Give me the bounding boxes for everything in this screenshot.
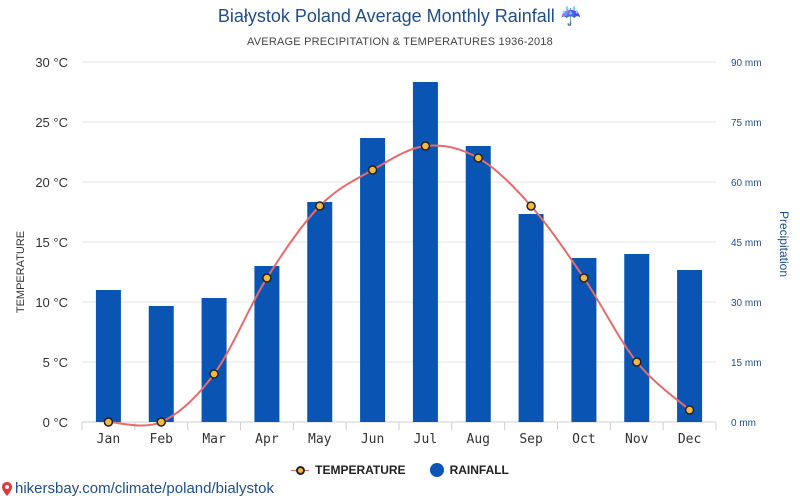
y-right-tick-label: 45 mm xyxy=(731,238,762,249)
y-right-tick-label: 75 mm xyxy=(731,118,762,129)
x-tick-label: May xyxy=(308,432,332,447)
chart-subtitle: AVERAGE PRECIPITATION & TEMPERATURES 193… xyxy=(247,36,553,48)
x-tick-label: Jun xyxy=(361,432,384,447)
rainfall-bar xyxy=(148,306,174,422)
y-left-axis-label: TEMPERATURE xyxy=(15,231,27,313)
map-pin-icon xyxy=(2,481,12,496)
y-right-tick-label: 0 mm xyxy=(731,418,756,429)
temperature-point xyxy=(156,417,166,427)
y-left-tick-label: 10 °C xyxy=(35,295,68,310)
rainfall-bar xyxy=(571,258,597,422)
x-tick-label: Jan xyxy=(97,432,120,447)
rainfall-bar xyxy=(465,146,491,422)
x-tick-label: Oct xyxy=(572,432,595,447)
legend-label-rainfall: RAINFALL xyxy=(449,463,509,477)
temperature-point xyxy=(103,417,114,427)
rainfall-bar xyxy=(95,290,121,422)
x-tick-label: Aug xyxy=(467,432,490,447)
temperature-point xyxy=(473,153,483,163)
legend-label-temperature: TEMPERATURE xyxy=(315,463,406,477)
rainfall-bar xyxy=(360,138,386,422)
rainfall-bar xyxy=(412,82,438,422)
y-right-tick-label: 15 mm xyxy=(731,358,762,369)
chart-title: Białystok Poland Average Monthly Rainfal… xyxy=(217,6,583,26)
y-left-tick-label: 30 °C xyxy=(35,55,68,70)
x-tick-label: Jul xyxy=(414,432,437,447)
temperature-point xyxy=(420,141,431,151)
y-left-tick-label: 20 °C xyxy=(35,175,68,190)
y-right-axis-label: Precipitation xyxy=(777,211,791,277)
source-link-text: hikersbay.com/climate/poland/bialystok xyxy=(15,480,275,497)
x-tick-label: Nov xyxy=(625,432,649,447)
temperature-legend-icon xyxy=(291,465,310,475)
x-tick-label: Feb xyxy=(150,432,174,447)
chart-legend: TEMPERATURE RAINFALL xyxy=(0,463,800,477)
y-left-tick-label: 5 °C xyxy=(43,355,68,370)
temperature-point xyxy=(262,273,272,283)
temperature-point xyxy=(632,357,642,367)
x-tick-label: Sep xyxy=(519,432,543,447)
y-left-tick-label: 25 °C xyxy=(35,115,68,130)
rainfall-bar xyxy=(307,202,333,422)
temperature-point xyxy=(315,201,325,211)
temperature-point xyxy=(579,273,589,283)
y-left-tick-label: 15 °C xyxy=(35,235,68,250)
y-right-tick-label: 30 mm xyxy=(731,298,762,309)
rainfall-bar xyxy=(624,254,650,422)
temperature-point xyxy=(684,405,695,415)
source-link[interactable]: hikersbay.com/climate/poland/bialystok xyxy=(2,480,274,497)
rainfall-bar xyxy=(254,266,280,422)
temperature-point xyxy=(367,165,378,175)
y-left-tick-label: 0 °C xyxy=(43,415,68,430)
y-right-tick-label: 90 mm xyxy=(731,58,762,69)
x-tick-label: Apr xyxy=(255,432,279,447)
rainfall-bar xyxy=(677,270,703,422)
rainfall-bar xyxy=(518,214,544,422)
temperature-line xyxy=(108,144,691,427)
x-tick-label: Mar xyxy=(202,432,226,447)
temperature-point xyxy=(209,369,219,379)
legend-item-temperature[interactable]: TEMPERATURE xyxy=(291,463,406,477)
legend-item-rainfall[interactable]: RAINFALL xyxy=(429,463,509,477)
rainfall-legend-icon xyxy=(429,463,444,477)
x-tick-label: Dec xyxy=(678,432,701,447)
temperature-point xyxy=(526,201,536,211)
y-right-tick-label: 60 mm xyxy=(731,178,762,189)
